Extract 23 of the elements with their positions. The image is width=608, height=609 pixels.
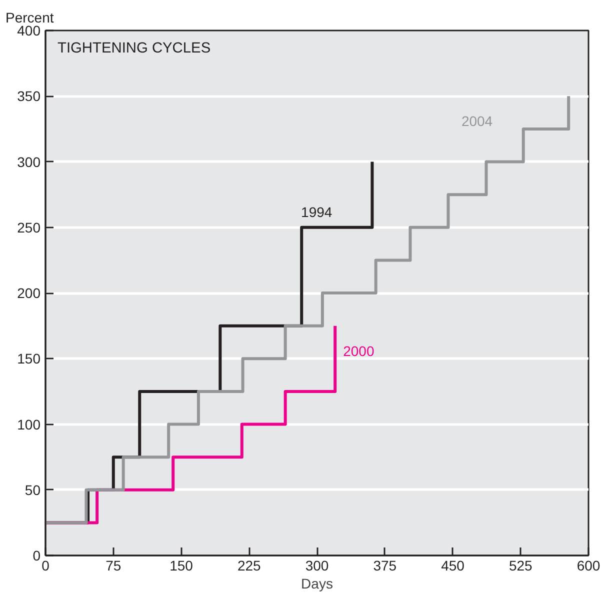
x-tick-label: 450 — [441, 558, 465, 574]
series-label: 2000 — [343, 342, 374, 359]
x-tick-label: 150 — [170, 558, 194, 574]
text: TIGHTENING CYCLES — [58, 40, 211, 56]
x-tick-label: 600 — [576, 558, 600, 574]
x-axis-title: Days — [301, 576, 333, 592]
x-tick-label: 300 — [305, 558, 329, 574]
x-tick-label: 225 — [237, 558, 262, 574]
y-tick-label: 250 — [17, 219, 41, 236]
y-tick-label: 400 — [17, 22, 41, 38]
y-tick-label: 150 — [17, 350, 41, 367]
y-tick-label: 50 — [24, 482, 41, 498]
y-tick-label: 100 — [17, 416, 41, 432]
y-tick-label: 350 — [17, 88, 41, 104]
text: 2004 — [461, 113, 493, 130]
series-label: 1994 — [301, 204, 332, 220]
y-axis-title: Percent — [6, 10, 54, 26]
x-tick-label: 75 — [106, 558, 122, 574]
x-tick-label: 375 — [373, 558, 397, 574]
y-tick-label: 200 — [17, 285, 41, 301]
x-tick-label: 525 — [508, 558, 533, 574]
y-tick-label: 300 — [17, 154, 41, 170]
y-tick-label: 0 — [32, 548, 41, 564]
